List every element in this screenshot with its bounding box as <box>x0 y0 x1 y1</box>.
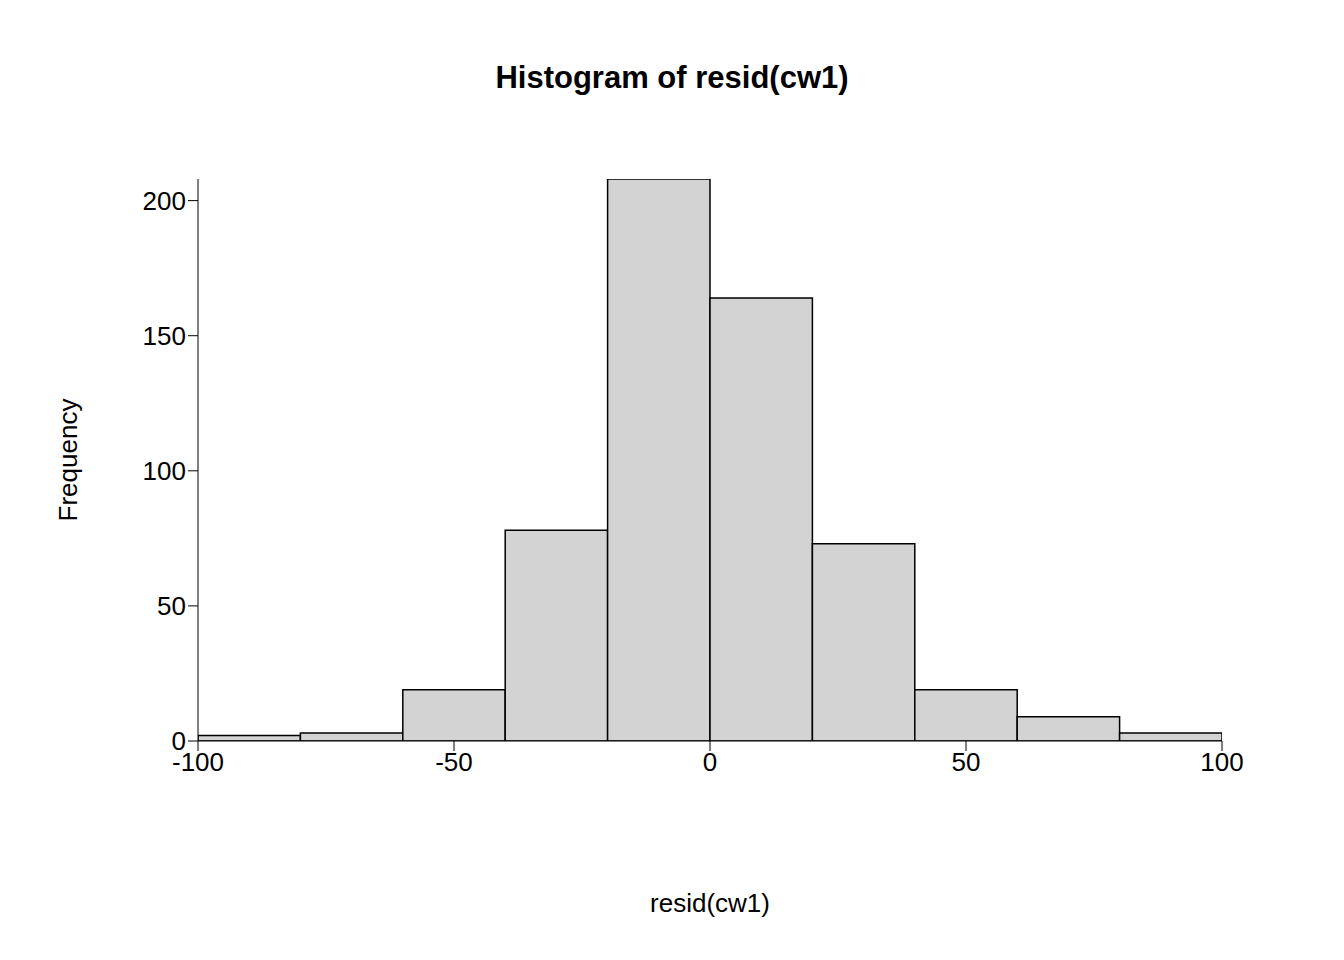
svg-text:0: 0 <box>172 726 186 756</box>
svg-text:100: 100 <box>143 456 186 486</box>
svg-text:-50: -50 <box>435 747 473 777</box>
svg-text:150: 150 <box>143 321 186 351</box>
svg-text:-100: -100 <box>172 747 224 778</box>
html-text:Histogram of resid(cw1): Histogram of resid(cw1) <box>495 60 849 95</box>
svg-text:50: 50 <box>157 591 186 621</box>
svg-text:Frequency: Frequency <box>53 399 83 522</box>
svg-text:0: 0 <box>703 747 717 777</box>
svg-text:50: 50 <box>952 747 981 777</box>
svg-text:100: 100 <box>1200 747 1243 777</box>
svg-text:200: 200 <box>143 186 186 216</box>
svg-text:resid(cw1): resid(cw1) <box>650 888 770 918</box>
